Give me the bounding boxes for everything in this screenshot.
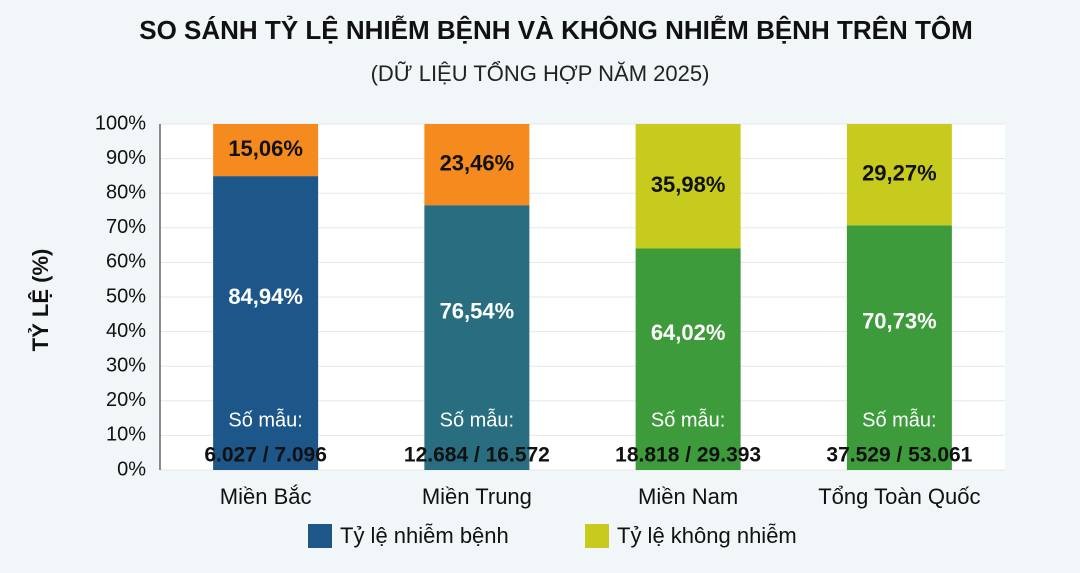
- value-label: 84,94%: [228, 284, 303, 309]
- y-tick-label: 20%: [106, 389, 146, 411]
- value-label: 35,98%: [651, 172, 726, 197]
- bar-segment: [846, 124, 952, 226]
- x-tick-label: Tổng Toàn Quốc: [818, 484, 980, 509]
- value-label: 23,46%: [440, 150, 515, 175]
- legend-label: Tỷ lệ nhiễm bệnh: [340, 523, 509, 548]
- legend-swatch: [308, 524, 332, 548]
- y-tick-label: 80%: [106, 181, 146, 203]
- bar-segment: [424, 205, 530, 470]
- x-tick-label: Miền Nam: [638, 484, 738, 509]
- value-label: 29,27%: [862, 160, 937, 185]
- chart-title: SO SÁNH TỶ LỆ NHIỄM BỆNH VÀ KHÔNG NHIỄM …: [139, 15, 972, 45]
- sample-count: 12.684 / 16.572: [404, 444, 550, 467]
- y-tick-label: 30%: [106, 354, 146, 376]
- y-tick-label: 70%: [106, 216, 146, 238]
- y-tick-label: 40%: [106, 320, 146, 342]
- value-label: 64,02%: [651, 320, 726, 345]
- value-label: 15,06%: [228, 136, 303, 161]
- chart-subtitle: (DỮ LIỆU TỔNG HỢP NĂM 2025): [371, 61, 710, 86]
- legend-swatch: [585, 524, 609, 548]
- bar-segment: [635, 248, 741, 470]
- bar-segment: [213, 124, 319, 177]
- sample-label: Số mẫu:: [228, 408, 302, 431]
- sample-label: Số mẫu:: [651, 408, 725, 431]
- value-label: 70,73%: [862, 308, 937, 333]
- x-tick-label: Miền Trung: [422, 484, 532, 509]
- sample-label: Số mẫu:: [862, 408, 936, 431]
- bar-segment: [635, 124, 741, 249]
- y-tick-label: 100%: [95, 112, 146, 134]
- sample-label: Số mẫu:: [440, 408, 514, 431]
- bar-segment: [846, 225, 952, 470]
- legend-label: Tỷ lệ không nhiễm: [617, 523, 797, 548]
- y-axis-label: TỶ LỆ (%): [28, 249, 53, 352]
- sample-count: 6.027 / 7.096: [204, 444, 327, 467]
- sample-count: 37.529 / 53.061: [826, 444, 972, 467]
- y-tick-label: 90%: [106, 147, 146, 169]
- sample-count: 18.818 / 29.393: [615, 444, 761, 467]
- bar-segment: [213, 176, 319, 470]
- bar-segment: [424, 124, 530, 206]
- y-tick-label: 60%: [106, 251, 146, 273]
- x-tick-label: Miền Bắc: [220, 484, 312, 509]
- y-tick-label: 0%: [117, 458, 146, 480]
- y-tick-label: 10%: [106, 424, 146, 446]
- value-label: 76,54%: [440, 298, 515, 323]
- y-tick-label: 50%: [106, 285, 146, 307]
